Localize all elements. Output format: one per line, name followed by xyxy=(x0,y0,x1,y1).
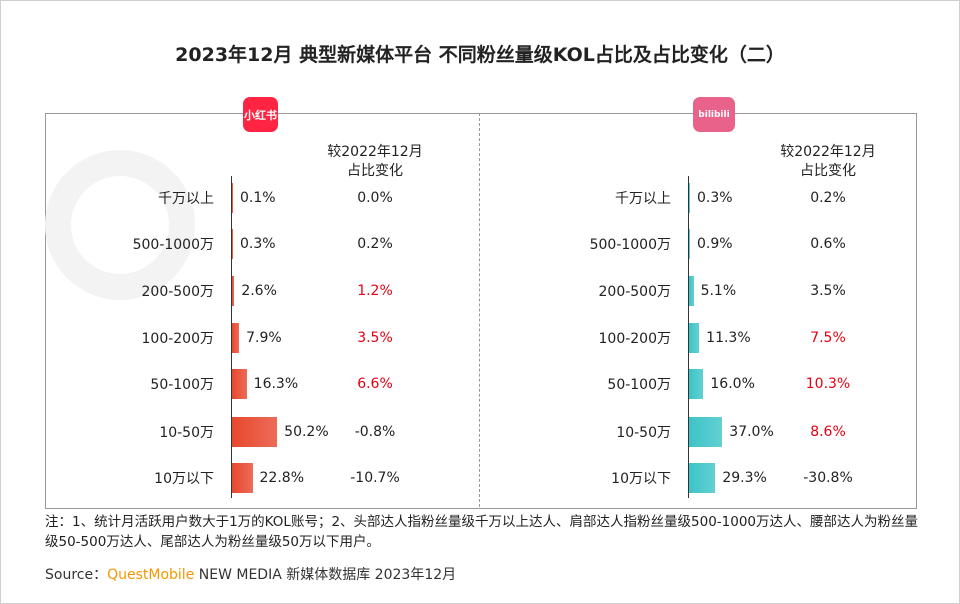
category-label: 10万以下 xyxy=(154,471,214,487)
value-label: 0.1% xyxy=(240,190,276,206)
value-label: 29.3% xyxy=(722,470,767,486)
category-label: 100-200万 xyxy=(141,331,215,347)
value-label: 0.9% xyxy=(697,236,733,252)
bar xyxy=(232,229,233,259)
change-label: 7.5% xyxy=(810,330,846,346)
change-label: 0.6% xyxy=(810,236,846,252)
category-label: 10-50万 xyxy=(616,425,671,441)
chart-box xyxy=(45,113,917,509)
value-label: 0.3% xyxy=(697,190,733,206)
category-label: 50-100万 xyxy=(150,377,214,393)
change-label: 0.0% xyxy=(357,190,393,206)
bar xyxy=(232,276,235,306)
change-header-line: 占比变化 xyxy=(800,163,856,179)
category-label: 500-1000万 xyxy=(589,237,671,253)
footer: 注：1、统计月活跃用户数大于1万的KOL账号；2、头部达人指粉丝量级千万以上达人… xyxy=(45,512,925,584)
change-header: 较2022年12月 占比变化 xyxy=(758,143,898,181)
footnote: 注：1、统计月活跃用户数大于1万的KOL账号；2、头部达人指粉丝量级千万以上达人… xyxy=(45,514,919,550)
change-label: 8.6% xyxy=(810,424,846,440)
value-label: 7.9% xyxy=(246,330,282,346)
bar xyxy=(689,276,694,306)
change-label: 0.2% xyxy=(357,236,393,252)
bar xyxy=(689,229,690,259)
bar xyxy=(689,369,704,399)
bar xyxy=(689,417,723,447)
bar xyxy=(232,369,247,399)
value-label: 16.3% xyxy=(253,376,299,392)
value-label: 2.6% xyxy=(241,283,277,299)
category-label: 千万以上 xyxy=(158,191,214,207)
watermark-logo xyxy=(45,150,195,300)
value-label: 37.0% xyxy=(729,424,774,440)
category-label: 10万以下 xyxy=(611,471,671,487)
category-label: 200-500万 xyxy=(141,284,215,300)
change-header-line: 较2022年12月 xyxy=(780,144,876,160)
bar xyxy=(232,323,240,353)
chart-title: 2023年12月 典型新媒体平台 不同粉丝量级KOL占比及占比变化（二） xyxy=(175,44,785,66)
category-label: 10-50万 xyxy=(159,425,214,441)
change-header-line: 较2022年12月 xyxy=(327,144,423,160)
change-label: 10.3% xyxy=(805,376,851,392)
category-label: 100-200万 xyxy=(598,331,672,347)
change-label: -0.8% xyxy=(354,424,396,440)
bilibili-logo: bilibili xyxy=(693,97,735,132)
change-label: 1.2% xyxy=(357,283,393,299)
source: Source：QuestMobile NEW MEDIA 新媒体数据库 2023… xyxy=(45,566,925,584)
bar xyxy=(689,463,716,493)
value-label: 0.3% xyxy=(240,236,276,252)
bar xyxy=(232,183,233,213)
xiaohongshu-logo: 小红书 xyxy=(243,97,278,132)
value-label: 22.8% xyxy=(259,470,304,486)
bar xyxy=(689,183,690,213)
change-label: 3.5% xyxy=(810,283,846,299)
bar xyxy=(232,463,253,493)
source-text: NEW MEDIA 新媒体数据库 2023年12月 xyxy=(194,567,457,583)
bar xyxy=(689,323,700,353)
bar xyxy=(232,417,278,447)
change-header-line: 占比变化 xyxy=(347,163,403,179)
source-label: Source： xyxy=(45,567,108,583)
change-label: -30.8% xyxy=(803,470,853,486)
category-label: 200-500万 xyxy=(598,284,672,300)
axis-line xyxy=(688,176,689,498)
change-label: 6.6% xyxy=(357,376,393,392)
change-header: 较2022年12月 占比变化 xyxy=(305,143,445,181)
category-label: 50-100万 xyxy=(607,377,671,393)
axis-line xyxy=(231,176,232,498)
value-label: 5.1% xyxy=(700,283,737,299)
value-label: 11.3% xyxy=(706,330,751,346)
source-brand: QuestMobile xyxy=(107,567,195,583)
category-label: 500-1000万 xyxy=(132,237,214,253)
change-label: 3.5% xyxy=(357,330,393,346)
panel-divider xyxy=(479,113,480,507)
value-label: 50.2% xyxy=(284,424,329,440)
category-label: 千万以上 xyxy=(615,191,671,207)
value-label: 16.0% xyxy=(710,376,755,392)
change-label: 0.2% xyxy=(810,190,846,206)
change-label: -10.7% xyxy=(350,470,400,486)
